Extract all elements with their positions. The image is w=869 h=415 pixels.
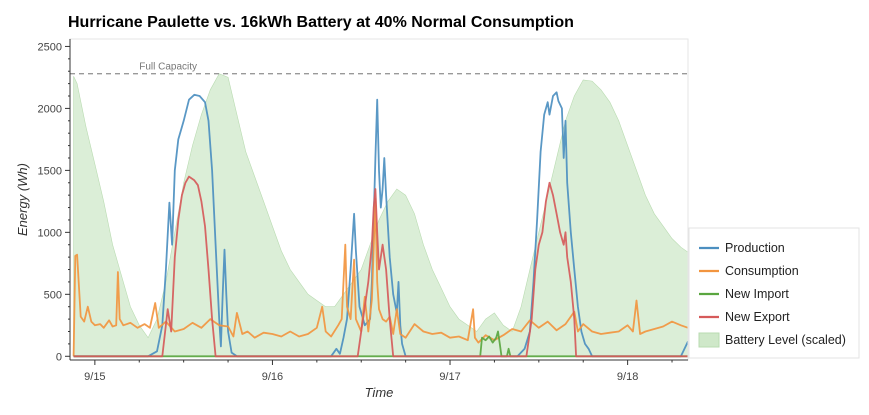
x-tick-label: 9/18 [617, 371, 638, 383]
full-capacity-label: Full Capacity [139, 62, 197, 73]
y-tick-label: 2500 [38, 41, 62, 53]
y-tick-label: 2000 [38, 103, 62, 115]
legend-label-production: Production [725, 241, 785, 255]
y-tick-label: 1000 [38, 227, 62, 239]
legend-swatch-battery-level-scaled- [698, 332, 720, 348]
plot-series-group [70, 73, 688, 358]
x-axis-label: Time [365, 385, 394, 400]
x-tick-label: 9/16 [262, 371, 283, 383]
y-tick-label: 500 [44, 289, 62, 301]
y-tick-label: 1500 [38, 165, 62, 177]
series-consumption-line [72, 197, 688, 357]
x-tick-label: 9/15 [84, 371, 105, 383]
legend: Production Consumption New Import New Expor… [688, 227, 860, 359]
legend-label-new-import: New Import [725, 287, 789, 301]
series-new-import-line [73, 330, 688, 358]
chart-title: Hurricane Paulette vs. 16kWh Battery at … [68, 14, 574, 31]
series-new-export-line [73, 175, 688, 358]
legend-label-battery-level-scaled-: Battery Level (scaled) [725, 333, 846, 347]
x-tick-label: 9/17 [439, 371, 460, 383]
plot-area: Full Capacity [70, 39, 688, 360]
series-production-line [73, 91, 688, 358]
axes: 0 500 1000 1500 2000 2500 9/15 9/16 9/17 9/18 Time… [15, 38, 689, 400]
legend-label-consumption: Consumption [725, 264, 799, 278]
legend-label-new-export: New Export [725, 310, 790, 324]
y-tick-label: 0 [56, 351, 62, 363]
y-axis-label: Energy (Wh) [15, 163, 30, 236]
